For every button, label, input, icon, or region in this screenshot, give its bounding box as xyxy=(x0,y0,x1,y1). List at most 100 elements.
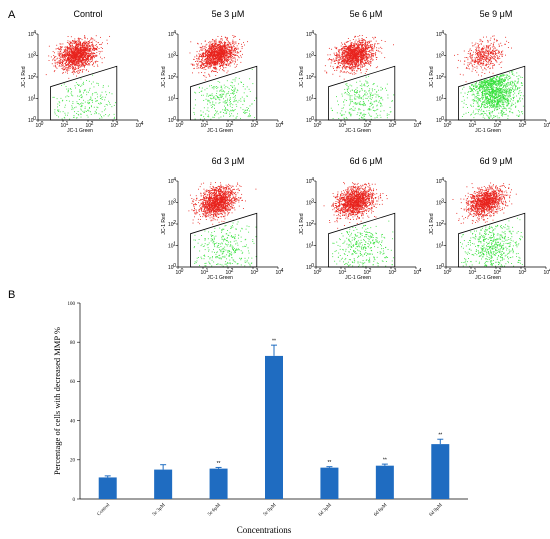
red-event xyxy=(356,55,358,56)
red-event xyxy=(85,50,87,51)
red-event xyxy=(89,55,91,57)
red-event xyxy=(219,43,221,45)
red-event xyxy=(226,50,227,51)
red-event xyxy=(81,62,83,64)
green-event xyxy=(207,115,209,117)
red-event xyxy=(218,42,220,44)
red-event xyxy=(214,43,216,45)
red-event xyxy=(224,45,226,47)
red-event xyxy=(217,55,219,57)
red-event xyxy=(346,50,348,52)
red-event xyxy=(214,48,216,50)
red-event xyxy=(341,42,342,44)
red-event xyxy=(228,63,230,65)
red-event xyxy=(53,71,55,73)
red-event xyxy=(365,52,367,54)
red-event xyxy=(213,53,215,55)
red-event xyxy=(79,56,81,58)
red-event xyxy=(350,45,352,46)
red-event xyxy=(92,56,94,58)
green-event xyxy=(104,105,106,107)
red-event xyxy=(392,44,394,46)
red-event xyxy=(360,53,362,55)
red-event xyxy=(93,55,95,57)
red-event xyxy=(222,53,224,55)
green-event xyxy=(105,91,107,93)
red-event xyxy=(76,50,78,52)
red-event xyxy=(205,59,207,61)
red-event xyxy=(211,47,213,49)
red-event xyxy=(212,43,213,45)
red-event xyxy=(78,41,80,43)
green-event xyxy=(237,83,239,85)
red-event xyxy=(69,67,71,69)
red-event xyxy=(358,40,360,42)
red-event xyxy=(364,54,366,56)
red-event xyxy=(70,49,72,51)
green-event xyxy=(223,98,225,100)
red-event xyxy=(200,66,201,68)
red-event xyxy=(361,40,363,41)
red-event xyxy=(85,48,87,50)
red-event xyxy=(198,53,200,55)
red-event xyxy=(221,59,223,61)
green-event xyxy=(71,94,73,96)
red-event xyxy=(64,46,66,48)
green-event xyxy=(60,97,62,99)
red-event xyxy=(196,60,198,62)
red-event xyxy=(352,45,353,47)
red-event xyxy=(68,63,70,65)
red-event xyxy=(341,43,343,45)
red-event xyxy=(228,50,230,51)
red-event xyxy=(217,58,218,60)
red-event xyxy=(356,48,358,50)
red-event xyxy=(357,50,359,52)
red-event xyxy=(83,49,85,51)
red-event xyxy=(68,56,70,58)
red-event xyxy=(79,64,81,65)
red-event xyxy=(229,62,231,64)
red-event xyxy=(370,46,372,48)
green-event xyxy=(79,103,81,105)
red-event xyxy=(343,58,345,60)
red-event xyxy=(66,52,68,54)
red-event xyxy=(69,47,71,49)
red-event xyxy=(225,57,227,59)
red-event xyxy=(357,68,359,69)
x-tick-exponent: 2 xyxy=(231,121,234,127)
red-event xyxy=(205,56,207,57)
red-event xyxy=(352,49,353,51)
red-event xyxy=(375,58,377,60)
red-event xyxy=(67,62,69,64)
red-event xyxy=(365,61,367,63)
red-event xyxy=(345,54,347,55)
red-event xyxy=(213,46,215,48)
red-event xyxy=(225,49,227,51)
green-event xyxy=(62,99,64,101)
green-event xyxy=(244,111,246,113)
green-event xyxy=(76,117,78,119)
green-event xyxy=(214,104,216,106)
red-event xyxy=(364,46,366,48)
red-event xyxy=(89,53,91,55)
green-event xyxy=(249,78,251,80)
red-event xyxy=(96,54,98,56)
red-event xyxy=(351,70,353,72)
red-event xyxy=(206,64,208,66)
green-event xyxy=(93,106,95,108)
red-event xyxy=(221,61,223,63)
red-event xyxy=(76,65,78,67)
red-event xyxy=(73,49,75,50)
red-event xyxy=(358,58,360,60)
red-event xyxy=(364,45,366,47)
red-event xyxy=(214,54,216,56)
red-event xyxy=(64,53,66,55)
red-event xyxy=(367,60,369,62)
red-event xyxy=(353,60,355,62)
red-event xyxy=(367,55,369,57)
red-event xyxy=(75,52,77,54)
red-event xyxy=(88,60,89,62)
red-event xyxy=(216,64,218,66)
red-event xyxy=(370,44,372,45)
red-event xyxy=(77,47,79,49)
